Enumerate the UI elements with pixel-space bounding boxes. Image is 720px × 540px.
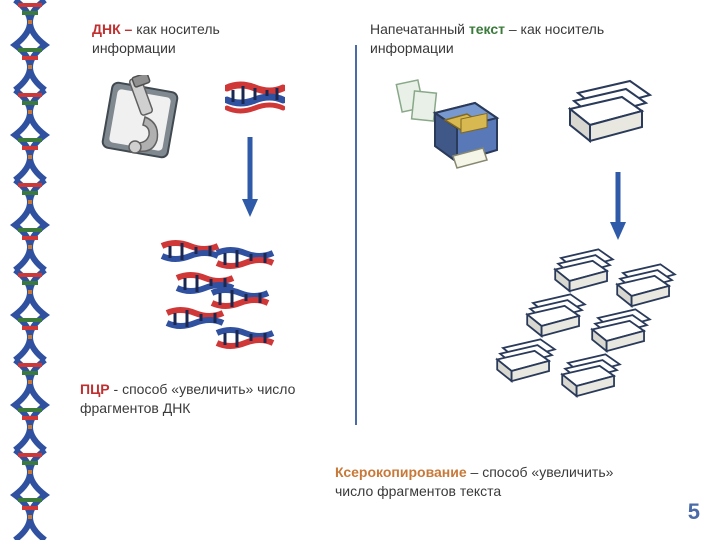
printer-icon (395, 78, 505, 178)
vertical-divider (355, 45, 357, 425)
small-helix-icon (225, 80, 285, 120)
paper-pile-icon (490, 245, 690, 415)
copy-label: Ксерокопирование – способ «увеличить» чи… (335, 463, 635, 501)
paper-single-icon (560, 75, 660, 155)
text-title-label: Напечатанный текст – как носитель информ… (370, 20, 690, 58)
dna-title-bold: ДНК – (92, 21, 132, 37)
pcr-rest: - способ «увеличить» число фрагментов ДН… (80, 381, 295, 416)
dna-sidebar-icon (0, 0, 60, 540)
dna-title-label: ДНК – как носитель информации (92, 20, 292, 58)
text-title-bold: текст (469, 21, 505, 37)
pcr-bold: ПЦР (80, 381, 110, 397)
pcr-label: ПЦР - способ «увеличить» число фрагменто… (80, 380, 340, 418)
arrow-left-icon (240, 135, 260, 220)
arrow-right-icon (608, 170, 628, 242)
copy-bold: Ксерокопирование (335, 464, 467, 480)
page-number: 5 (688, 499, 700, 525)
tool-icon (95, 75, 185, 165)
text-title-pre: Напечатанный (370, 21, 469, 37)
helix-pile-icon (155, 230, 285, 360)
